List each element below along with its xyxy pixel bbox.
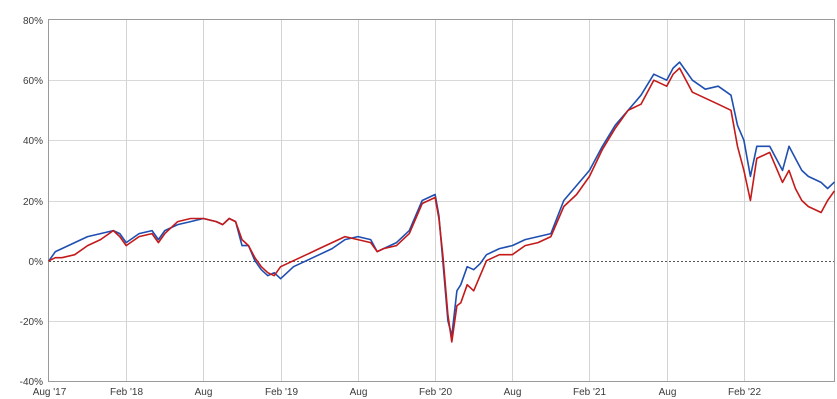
- y-tick-label: 20%: [23, 197, 43, 208]
- y-tick-label: 40%: [23, 136, 43, 147]
- x-tick-label: Aug: [350, 387, 368, 398]
- x-tick-label: Feb '19: [265, 387, 298, 398]
- x-tick-label: Feb '18: [110, 387, 143, 398]
- y-tick-label: -40%: [20, 377, 43, 388]
- y-tick-label: -20%: [20, 317, 43, 328]
- y-tick-label: 80%: [23, 16, 43, 27]
- x-tick-label: Feb '21: [573, 387, 606, 398]
- y-axis: 80% 60% 40% 20% 0% -20% -40%: [20, 16, 43, 388]
- y-tick-label: 0%: [29, 257, 44, 268]
- x-tick-label: Aug: [504, 387, 522, 398]
- x-axis: Aug '17 Feb '18 Aug Feb '19 Aug Feb '20 Aug Feb…: [33, 387, 762, 398]
- horizontal-gridlines: [49, 80, 834, 322]
- x-tick-label: Aug: [195, 387, 213, 398]
- y-tick-label: 60%: [23, 76, 43, 87]
- series-layer: [48, 61, 835, 343]
- x-tick-label: Aug: [659, 387, 677, 398]
- x-tick-label: Feb '20: [419, 387, 452, 398]
- series-2-line: [48, 67, 835, 343]
- plot-area: [48, 19, 835, 382]
- x-tick-label: Aug '17: [33, 387, 67, 398]
- x-tick-label: Feb '22: [728, 387, 761, 398]
